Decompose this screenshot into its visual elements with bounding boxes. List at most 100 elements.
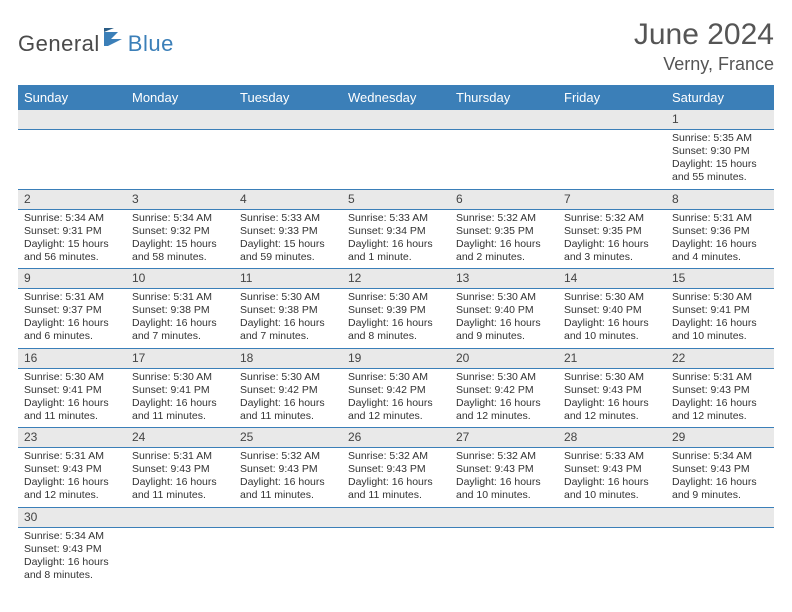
daylight-text: Daylight: 16 hours and 10 minutes. [672,317,768,343]
detail-row: Sunrise: 5:31 AMSunset: 9:43 PMDaylight:… [18,448,774,508]
day-detail-cell: Sunrise: 5:32 AMSunset: 9:35 PMDaylight:… [450,209,558,269]
sunset-text: Sunset: 9:41 PM [672,304,768,317]
sunrise-text: Sunrise: 5:31 AM [132,291,228,304]
day-number-cell: 18 [234,348,342,368]
detail-row: Sunrise: 5:35 AMSunset: 9:30 PMDaylight:… [18,130,774,190]
sunrise-text: Sunrise: 5:35 AM [672,132,768,145]
weekday-header: Sunday [18,85,126,110]
sunrise-text: Sunrise: 5:33 AM [564,450,660,463]
day-detail-cell [558,130,666,190]
day-number-cell: 21 [558,348,666,368]
daynum-row: 23242526272829 [18,428,774,448]
weekday-header: Monday [126,85,234,110]
day-detail-cell [450,130,558,190]
day-detail-cell: Sunrise: 5:32 AMSunset: 9:43 PMDaylight:… [450,448,558,508]
daylight-text: Daylight: 16 hours and 9 minutes. [456,317,552,343]
sunset-text: Sunset: 9:38 PM [240,304,336,317]
daylight-text: Daylight: 16 hours and 11 minutes. [132,397,228,423]
day-detail-cell: Sunrise: 5:32 AMSunset: 9:43 PMDaylight:… [342,448,450,508]
sunrise-text: Sunrise: 5:30 AM [456,291,552,304]
day-detail-cell: Sunrise: 5:31 AMSunset: 9:43 PMDaylight:… [18,448,126,508]
day-detail-cell: Sunrise: 5:30 AMSunset: 9:40 PMDaylight:… [558,289,666,349]
daylight-text: Daylight: 16 hours and 11 minutes. [132,476,228,502]
day-detail-cell: Sunrise: 5:32 AMSunset: 9:35 PMDaylight:… [558,209,666,269]
day-detail-cell [450,527,558,586]
sunset-text: Sunset: 9:43 PM [132,463,228,476]
brand-logo: General Blue [18,28,174,59]
day-detail-cell: Sunrise: 5:30 AMSunset: 9:40 PMDaylight:… [450,289,558,349]
day-number-cell: 5 [342,189,450,209]
day-detail-cell: Sunrise: 5:31 AMSunset: 9:43 PMDaylight:… [126,448,234,508]
day-number-cell: 7 [558,189,666,209]
flag-icon [104,28,126,51]
day-detail-cell: Sunrise: 5:31 AMSunset: 9:38 PMDaylight:… [126,289,234,349]
sunrise-text: Sunrise: 5:32 AM [564,212,660,225]
daylight-text: Daylight: 16 hours and 9 minutes. [672,476,768,502]
sunset-text: Sunset: 9:43 PM [672,384,768,397]
sunset-text: Sunset: 9:43 PM [24,463,120,476]
day-detail-cell: Sunrise: 5:34 AMSunset: 9:31 PMDaylight:… [18,209,126,269]
weekday-header: Wednesday [342,85,450,110]
daylight-text: Daylight: 16 hours and 11 minutes. [24,397,120,423]
day-detail-cell [126,130,234,190]
day-detail-cell: Sunrise: 5:30 AMSunset: 9:38 PMDaylight:… [234,289,342,349]
detail-row: Sunrise: 5:34 AMSunset: 9:43 PMDaylight:… [18,527,774,586]
sunset-text: Sunset: 9:40 PM [564,304,660,317]
sunset-text: Sunset: 9:43 PM [24,543,120,556]
sunrise-text: Sunrise: 5:30 AM [348,291,444,304]
day-number-cell: 14 [558,269,666,289]
sunset-text: Sunset: 9:40 PM [456,304,552,317]
day-detail-cell: Sunrise: 5:31 AMSunset: 9:37 PMDaylight:… [18,289,126,349]
day-number-cell: 24 [126,428,234,448]
day-number-cell: 25 [234,428,342,448]
sunrise-text: Sunrise: 5:31 AM [672,212,768,225]
daylight-text: Daylight: 16 hours and 10 minutes. [456,476,552,502]
daylight-text: Daylight: 16 hours and 12 minutes. [564,397,660,423]
sunset-text: Sunset: 9:35 PM [564,225,660,238]
day-number-cell: 28 [558,428,666,448]
sunset-text: Sunset: 9:42 PM [348,384,444,397]
sunrise-text: Sunrise: 5:30 AM [132,371,228,384]
sunrise-text: Sunrise: 5:30 AM [24,371,120,384]
sunset-text: Sunset: 9:43 PM [240,463,336,476]
daylight-text: Daylight: 15 hours and 59 minutes. [240,238,336,264]
sunset-text: Sunset: 9:43 PM [348,463,444,476]
daylight-text: Daylight: 16 hours and 1 minute. [348,238,444,264]
day-detail-cell: Sunrise: 5:32 AMSunset: 9:43 PMDaylight:… [234,448,342,508]
day-number-cell: 4 [234,189,342,209]
daylight-text: Daylight: 16 hours and 12 minutes. [456,397,552,423]
location-label: Verny, France [634,54,774,75]
day-number-cell [450,110,558,130]
day-number-cell [234,507,342,527]
day-detail-cell: Sunrise: 5:30 AMSunset: 9:42 PMDaylight:… [342,368,450,428]
daylight-text: Daylight: 16 hours and 4 minutes. [672,238,768,264]
sunset-text: Sunset: 9:41 PM [132,384,228,397]
title-block: June 2024 Verny, France [634,18,774,75]
day-number-cell [126,110,234,130]
daylight-text: Daylight: 16 hours and 12 minutes. [24,476,120,502]
day-detail-cell [342,527,450,586]
sunrise-text: Sunrise: 5:30 AM [456,371,552,384]
day-detail-cell: Sunrise: 5:30 AMSunset: 9:41 PMDaylight:… [666,289,774,349]
day-detail-cell: Sunrise: 5:34 AMSunset: 9:43 PMDaylight:… [18,527,126,586]
day-detail-cell [18,130,126,190]
daylight-text: Daylight: 16 hours and 12 minutes. [672,397,768,423]
detail-row: Sunrise: 5:31 AMSunset: 9:37 PMDaylight:… [18,289,774,349]
day-number-cell: 13 [450,269,558,289]
weekday-header: Saturday [666,85,774,110]
day-number-cell: 16 [18,348,126,368]
sunset-text: Sunset: 9:35 PM [456,225,552,238]
day-detail-cell [234,527,342,586]
sunrise-text: Sunrise: 5:30 AM [564,371,660,384]
detail-row: Sunrise: 5:34 AMSunset: 9:31 PMDaylight:… [18,209,774,269]
calendar-table: Sunday Monday Tuesday Wednesday Thursday… [18,85,774,586]
daylight-text: Daylight: 16 hours and 8 minutes. [348,317,444,343]
day-detail-cell: Sunrise: 5:30 AMSunset: 9:39 PMDaylight:… [342,289,450,349]
sunrise-text: Sunrise: 5:30 AM [240,291,336,304]
sunrise-text: Sunrise: 5:30 AM [564,291,660,304]
sunrise-text: Sunrise: 5:34 AM [132,212,228,225]
sunrise-text: Sunrise: 5:34 AM [672,450,768,463]
daylight-text: Daylight: 16 hours and 12 minutes. [348,397,444,423]
daylight-text: Daylight: 16 hours and 8 minutes. [24,556,120,582]
day-detail-cell: Sunrise: 5:33 AMSunset: 9:33 PMDaylight:… [234,209,342,269]
